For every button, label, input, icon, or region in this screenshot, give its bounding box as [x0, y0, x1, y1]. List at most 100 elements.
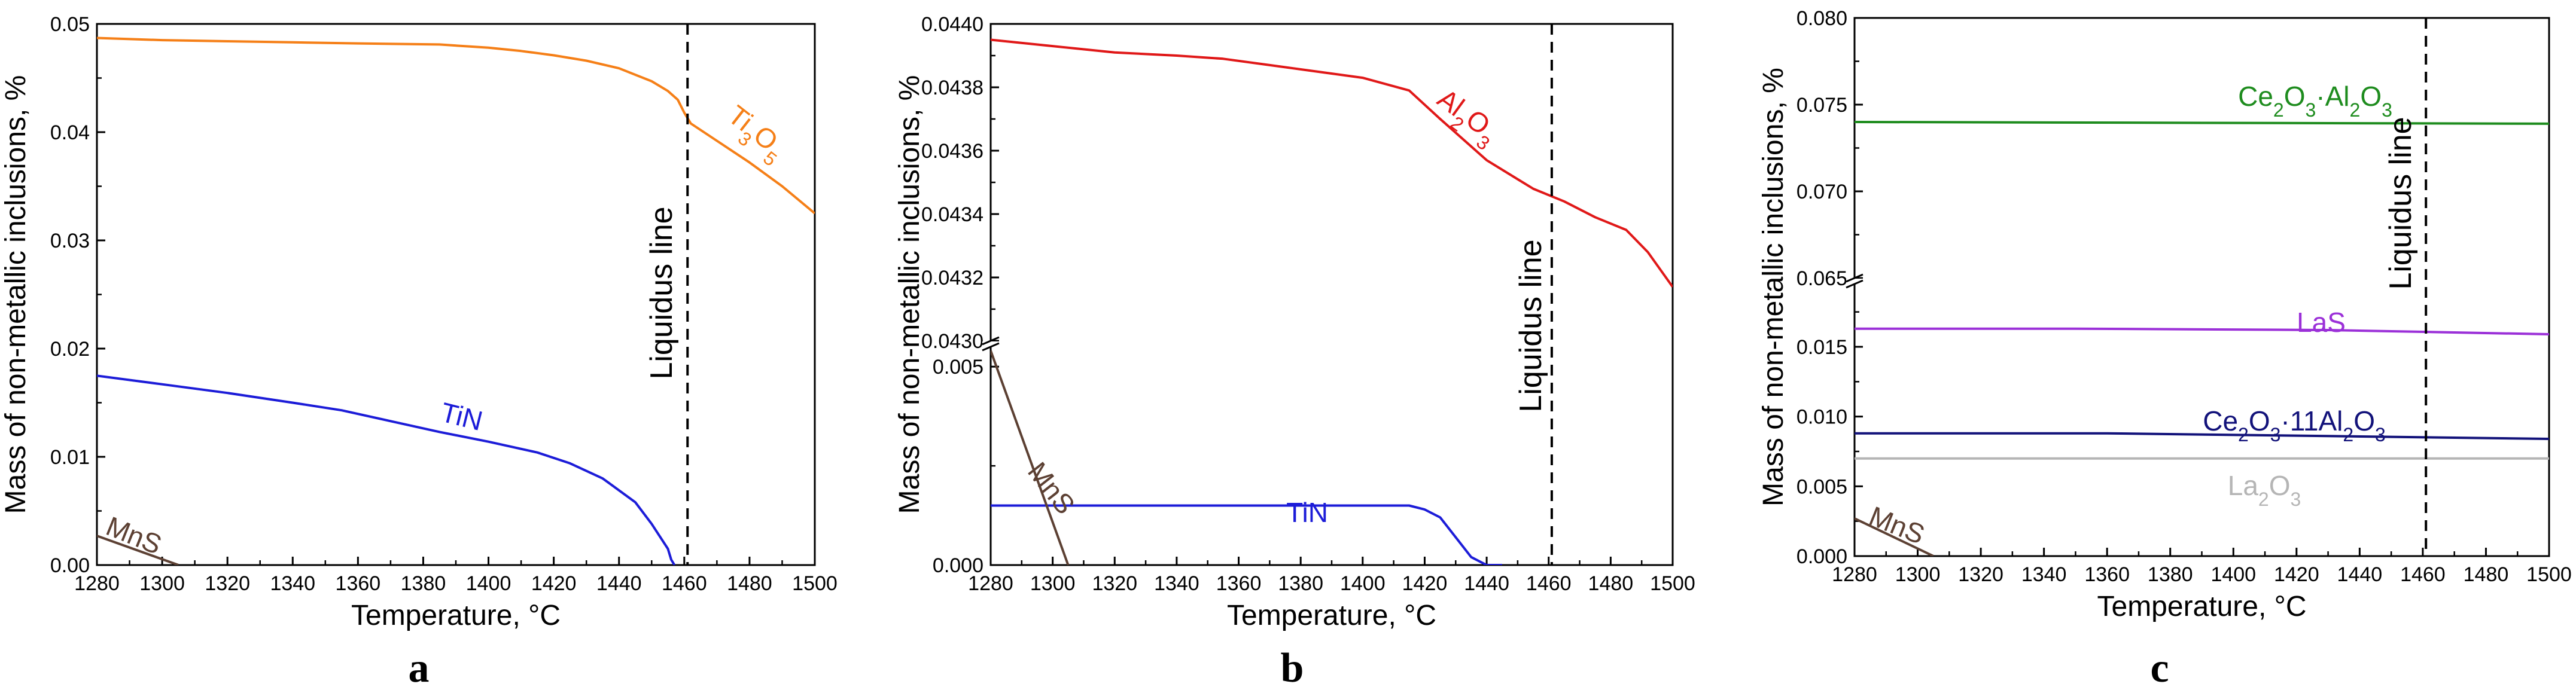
series-line-TiN: [991, 504, 1502, 565]
x-tick-label: 1500: [1650, 572, 1695, 595]
chart-panel-a: 1280 1300 1320 1340 1360 1380 1400 1420 1440 1460…: [0, 13, 838, 691]
y-tick-label: 0.075: [1796, 94, 1847, 117]
x-tick-label: 1440: [1464, 572, 1509, 595]
liquidus-label: Liquidus line: [2383, 117, 2418, 289]
x-tick-label: 1500: [792, 572, 838, 595]
label-subscript: 3: [2290, 489, 2301, 510]
label-text: TiN: [1286, 497, 1328, 528]
x-tick-label: 1380: [1278, 572, 1323, 595]
y-tick-label: 0.0436: [921, 140, 983, 163]
series-label-TiN: TiN: [438, 396, 486, 436]
x-tick-label: 1460: [2400, 563, 2446, 586]
y-axis-title: Mass of non-metallic inclusions, %: [1758, 68, 1789, 506]
label-subscript: 3: [2305, 99, 2316, 121]
y-tick-label: 0.0430: [921, 330, 983, 353]
y-tick-label: 0.0432: [921, 267, 983, 289]
label-subscript: 2: [2258, 489, 2269, 510]
y-tick-label: 0.03: [50, 230, 90, 252]
series-line-MnS: [97, 535, 179, 565]
x-axis-title: Temperature, °C: [2097, 591, 2307, 622]
y-tick-label: 0.080: [1796, 7, 1847, 30]
label-text: O: [2249, 405, 2270, 436]
label-text: ·11Al: [2280, 405, 2343, 436]
liquidus-label: Liquidus line: [1514, 239, 1548, 412]
y-tick-label: 0.01: [50, 446, 90, 469]
label-subscript: 2: [2238, 424, 2249, 445]
x-tick-label: 1400: [1340, 572, 1386, 595]
x-tick-label: 1340: [2021, 563, 2067, 586]
series-line-Ce2O3·11Al2O3: [1855, 432, 2549, 440]
axis-break-mark: [982, 336, 1000, 346]
y-tick-label: 0.0434: [921, 203, 983, 226]
x-tick-label: 1300: [1030, 572, 1076, 595]
series-line-Ti3O5: [97, 36, 815, 215]
label-text: Ce: [2238, 81, 2273, 112]
y-tick-label: 0.010: [1796, 406, 1847, 429]
series-label-La2O3: La2O3: [2228, 470, 2301, 510]
label-text: LaS: [2297, 307, 2346, 338]
x-tick-label: 1480: [1588, 572, 1634, 595]
label-text: MnS: [1022, 456, 1081, 520]
plot-frame: [1853, 17, 2550, 557]
series-label-Ce2O3·11Al2O3: Ce2O3·11Al2O3: [2203, 405, 2386, 445]
label-subscript: 3: [2270, 424, 2281, 445]
series-label-MnS: MnS: [102, 510, 166, 560]
x-tick-label: 1420: [1402, 572, 1448, 595]
label-text: Ce: [2203, 405, 2238, 436]
series-line-MnS: [991, 350, 1070, 565]
x-tick-label: 1500: [2526, 563, 2572, 586]
label-subscript: 2: [2350, 99, 2361, 121]
y-tick-label: 0.0440: [921, 13, 983, 36]
label-text: TiN: [438, 396, 486, 436]
y-axis-title: Mass of non-metallic inclusions, %: [894, 75, 925, 514]
plot-frame: [96, 23, 816, 566]
y-tick-label: 0.065: [1796, 267, 1847, 290]
y-tick-label: 0.070: [1796, 181, 1847, 203]
series-label-Ce2O3·Al2O3: Ce2O3·Al2O3: [2238, 81, 2392, 121]
x-tick-label: 1400: [2210, 563, 2256, 586]
axis-break-gap: [1846, 279, 1863, 283]
y-tick-label: 0.00: [50, 554, 90, 577]
x-tick-label: 1320: [1958, 563, 2003, 586]
x-tick-label: 1300: [1895, 563, 1941, 586]
chart-panel-b: 1280 1300 1320 1340 1360 1380 1400 1420 1440 1460…: [894, 13, 1695, 691]
label-text: ·Al: [2316, 81, 2349, 112]
label-text: O: [2284, 81, 2306, 112]
series-label-MnS: MnS: [1022, 456, 1081, 520]
liquidus-label: Liquidus line: [644, 206, 679, 379]
label-text: O: [2269, 470, 2291, 501]
label-subscript: 2: [2343, 424, 2353, 445]
x-tick-label: 1420: [531, 572, 577, 595]
series-line-Ce2O3·Al2O3: [1855, 121, 2549, 125]
x-tick-label: 1320: [205, 572, 250, 595]
series-line-LaS: [1855, 327, 2549, 335]
label-text: O: [2353, 405, 2375, 436]
series-label-Ti3O5: Ti3O5: [717, 99, 792, 170]
x-tick-label: 1340: [270, 572, 315, 595]
x-tick-label: 1420: [2274, 563, 2319, 586]
x-tick-label: 1440: [596, 572, 642, 595]
axis-break-mark: [1846, 279, 1864, 289]
y-axis-title: Mass of non-metallic inclusions, %: [0, 75, 32, 514]
y-tick-label: 0.005: [1796, 475, 1847, 498]
y-tick-label: 0.000: [1796, 545, 1847, 568]
x-axis-title: Temperature, °C: [1227, 600, 1436, 631]
label-text: O: [2360, 81, 2382, 112]
y-tick-label: 0.015: [1796, 336, 1847, 359]
series-line-TiN: [97, 374, 676, 565]
x-tick-label: 1400: [466, 572, 511, 595]
y-tick-label: 0.02: [50, 338, 90, 361]
x-tick-label: 1280: [74, 572, 120, 595]
x-tick-label: 1460: [662, 572, 707, 595]
x-tick-label: 1300: [139, 572, 185, 595]
panel-label: b: [1281, 645, 1304, 691]
y-tick-label: 0.04: [50, 121, 90, 144]
x-tick-label: 1320: [1092, 572, 1137, 595]
x-tick-label: 1280: [968, 572, 1013, 595]
series-line-Al2O3: [991, 38, 1673, 288]
panel-label: c: [2150, 645, 2169, 691]
series-line-MnS: [1855, 517, 1934, 556]
label-text: MnS: [102, 510, 166, 560]
x-tick-label: 1480: [727, 572, 772, 595]
label-subscript: 3: [2382, 99, 2392, 121]
